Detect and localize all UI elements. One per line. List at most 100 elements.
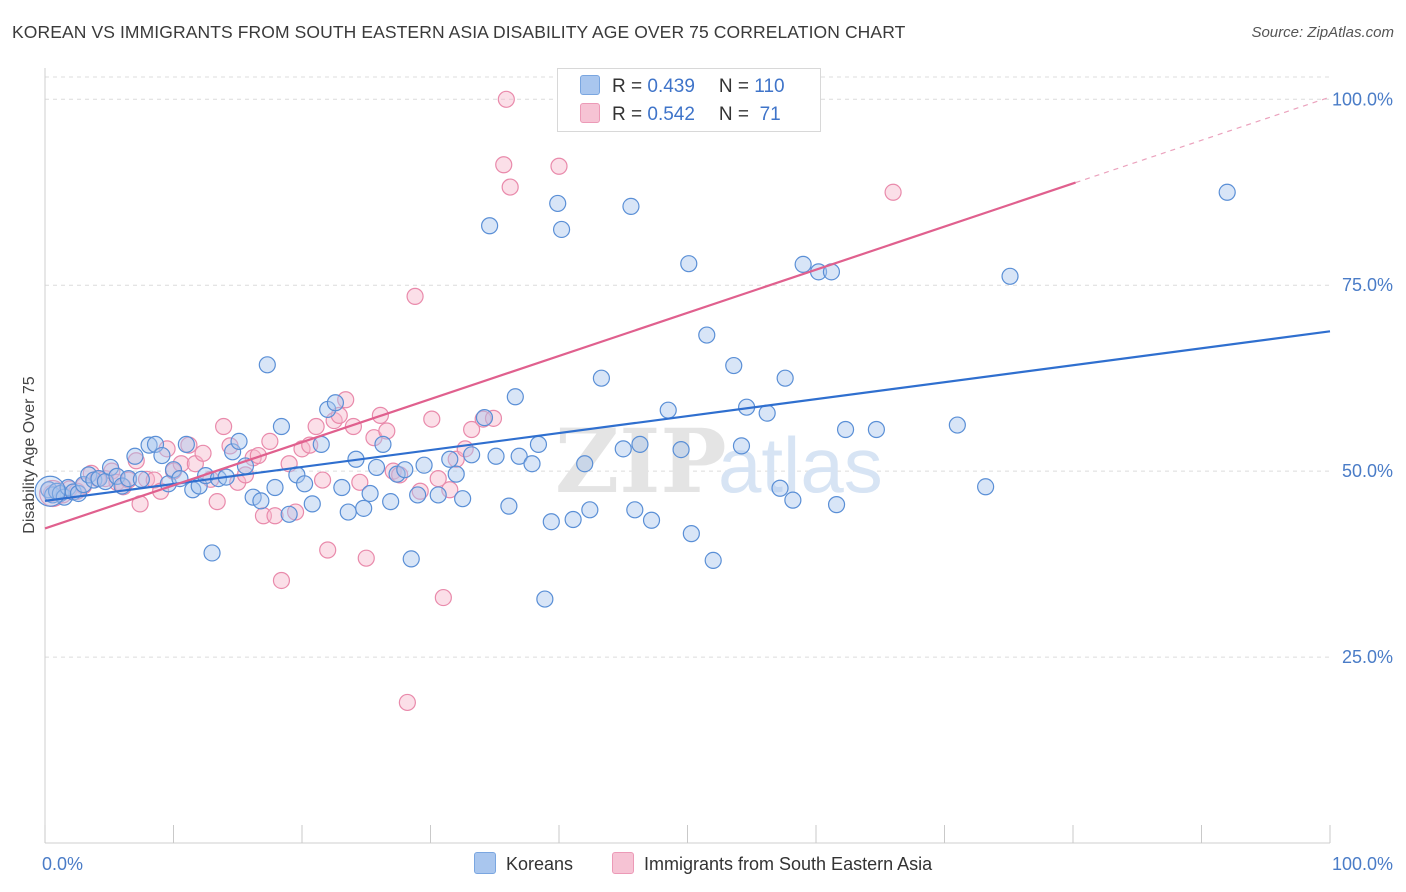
legend-row-sea: R = 0.542 N = 71 xyxy=(580,103,781,126)
sea-point xyxy=(208,493,226,511)
bottom-legend-korean: Koreans xyxy=(474,852,573,875)
bottom-legend-swatch-korean xyxy=(474,852,496,874)
legend-n-value: 71 xyxy=(754,104,781,125)
sea-point xyxy=(194,444,212,462)
korean-point xyxy=(771,479,789,497)
korean-point xyxy=(339,503,357,521)
korean-point xyxy=(475,409,494,427)
korean-point xyxy=(576,455,594,473)
korean-point xyxy=(119,469,138,488)
korean-point xyxy=(153,446,171,465)
sea-point xyxy=(406,287,424,305)
legend-swatch-sea xyxy=(580,103,600,123)
sea-point xyxy=(497,90,515,108)
sea-point xyxy=(261,432,279,451)
korean-point xyxy=(506,388,524,406)
korean-point xyxy=(258,356,276,374)
series-sea-points xyxy=(39,90,902,712)
korean-point xyxy=(510,447,528,465)
korean-point xyxy=(132,470,150,488)
korean-point xyxy=(126,447,144,465)
trend-lines xyxy=(44,96,1331,530)
korean-point xyxy=(203,544,221,562)
korean-point xyxy=(704,551,722,569)
legend-n-value: 110 xyxy=(754,76,785,97)
sea-point xyxy=(313,471,332,489)
korean-point xyxy=(230,432,248,451)
grid-lines xyxy=(45,76,1330,658)
korean-point xyxy=(529,435,548,453)
x-tick-label-1: 100.0% xyxy=(1332,854,1393,874)
korean-point xyxy=(447,465,465,483)
korean-point xyxy=(682,525,700,543)
korean-point xyxy=(784,491,802,509)
korean-point xyxy=(827,496,846,514)
bottom-legend-label-sea: Immigrants from South Eastern Asia xyxy=(644,854,933,874)
korean-point xyxy=(355,499,373,517)
sea-point xyxy=(249,446,267,465)
korean-point xyxy=(631,435,649,453)
sea-point xyxy=(884,183,902,201)
korean-point xyxy=(794,255,812,274)
korean-point xyxy=(367,458,386,477)
korean-point xyxy=(481,217,499,235)
y-tick-label-1: 50.0% xyxy=(1342,461,1393,481)
korean-point xyxy=(266,478,284,497)
korean-point xyxy=(836,420,855,439)
korean-point xyxy=(164,461,183,479)
korean-point xyxy=(1218,183,1236,201)
sea-point xyxy=(266,507,284,525)
korean-point xyxy=(581,501,599,519)
legend-r-label: R = xyxy=(612,76,648,97)
korean-point xyxy=(101,458,120,477)
sea-point xyxy=(495,156,513,174)
korean-point xyxy=(552,220,571,239)
legend-n-label: N = xyxy=(718,76,755,97)
korean-point xyxy=(1001,267,1019,285)
korean-point xyxy=(614,440,632,458)
korean-point xyxy=(272,417,291,436)
korean-point xyxy=(867,420,885,439)
korean-point xyxy=(140,436,158,454)
legend-swatch-korean xyxy=(580,75,600,95)
korean-point xyxy=(402,550,420,568)
korean-point xyxy=(642,511,661,529)
korean-point xyxy=(34,475,66,507)
korean-point xyxy=(758,404,776,422)
korean-point xyxy=(977,478,995,496)
y-tick-label-0: 25.0% xyxy=(1342,647,1393,667)
chart-title: KOREAN VS IMMIGRANTS FROM SOUTH EASTERN … xyxy=(12,22,906,42)
sea-point xyxy=(337,391,355,409)
sea-point xyxy=(378,422,396,440)
korean-point xyxy=(454,490,472,508)
korean-point xyxy=(326,394,345,412)
korean-point xyxy=(564,510,582,529)
korean-point xyxy=(776,369,794,387)
stats-legend: R = 0.439 N = 110 R = 0.542 N = 71 xyxy=(557,68,821,132)
korean-point xyxy=(680,255,698,273)
korean-point xyxy=(948,416,966,434)
korean-trend-line xyxy=(44,330,1331,502)
sea-point xyxy=(484,409,503,427)
korean-point xyxy=(463,446,481,464)
korean-point xyxy=(409,486,427,504)
legend-row-korean: R = 0.439 N = 110 xyxy=(580,75,785,98)
korean-point xyxy=(732,437,751,455)
sea-point xyxy=(501,178,519,196)
sea-point xyxy=(550,157,568,175)
korean-point xyxy=(487,447,505,465)
x-tick-label-0: 0.0% xyxy=(42,854,83,874)
korean-point xyxy=(626,501,644,519)
legend-r-value: 0.439 xyxy=(647,76,695,97)
korean-point xyxy=(224,443,242,461)
korean-point xyxy=(361,484,379,503)
korean-point xyxy=(542,513,560,531)
korean-point xyxy=(396,461,414,479)
korean-point xyxy=(252,492,270,510)
watermark-zip: ZIP xyxy=(555,409,727,513)
korean-point xyxy=(382,493,400,511)
korean-point xyxy=(312,435,330,453)
sea-point xyxy=(319,541,337,559)
watermark-atlas: atlas xyxy=(718,421,883,509)
sea-point xyxy=(434,588,452,607)
